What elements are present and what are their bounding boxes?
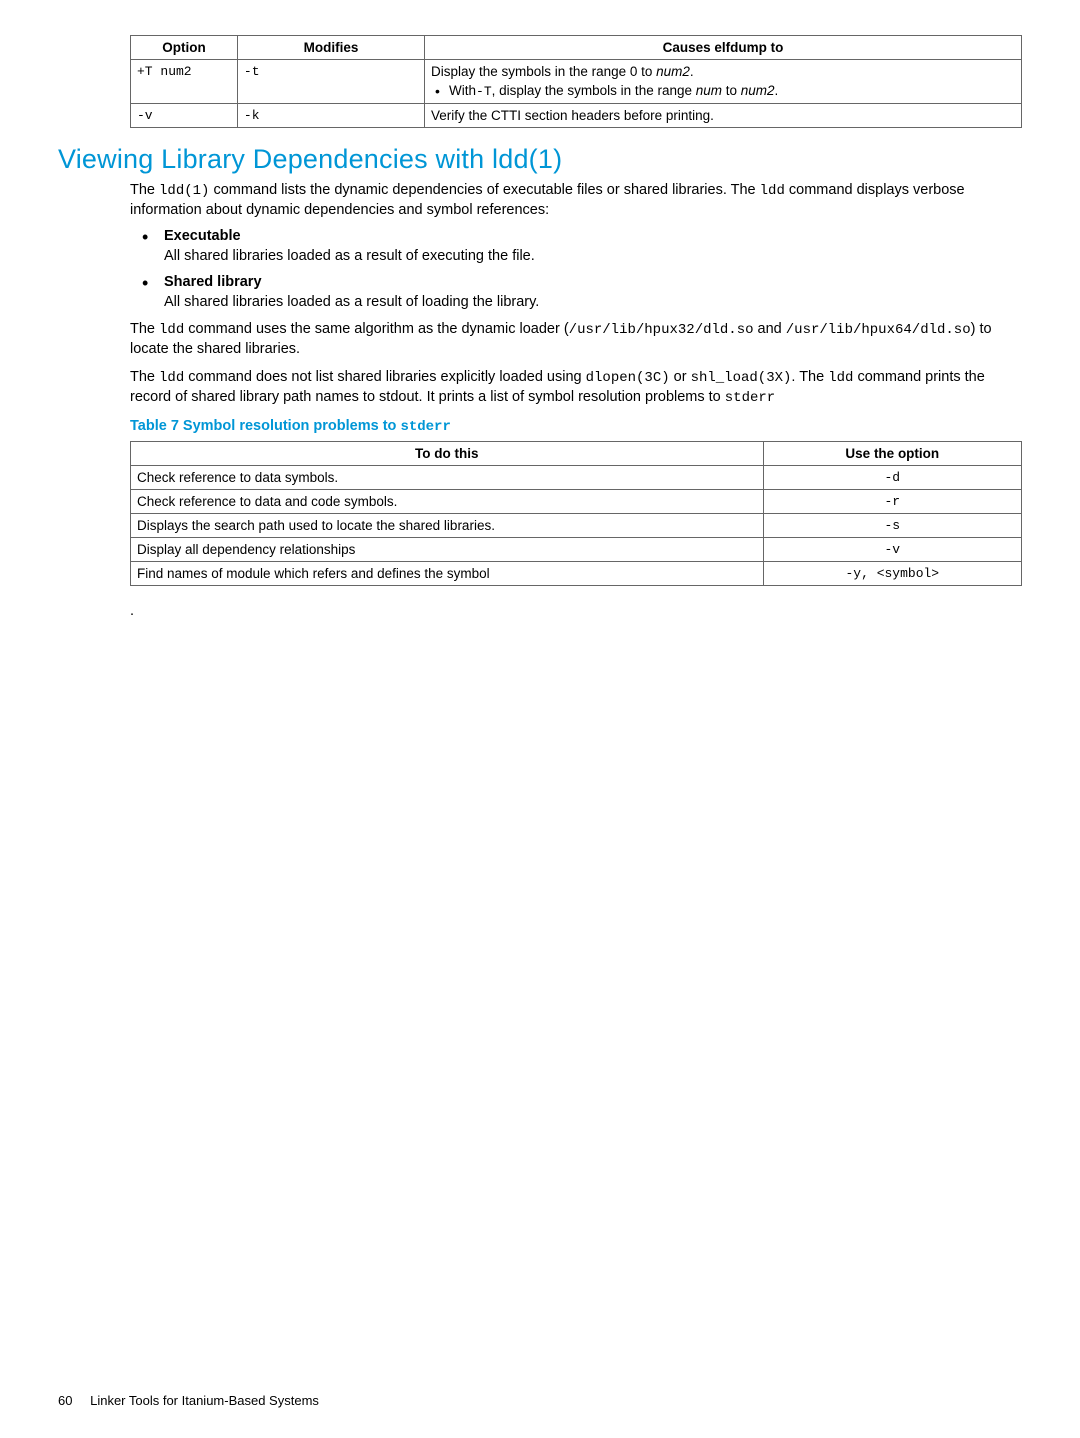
cell-desc: Check reference to data and code symbols… <box>131 489 764 513</box>
cell-desc: Display the symbols in the range 0 to nu… <box>425 60 1022 104</box>
caption-code: stderr <box>400 419 450 435</box>
footer-title: Linker Tools for Itanium-Based Systems <box>90 1393 319 1408</box>
item-title: Shared library <box>164 274 1022 290</box>
text: to <box>722 83 741 98</box>
text: The <box>130 182 159 198</box>
cell-desc: Displays the search path used to locate … <box>131 513 764 537</box>
definition-list: Executable All shared libraries loaded a… <box>130 228 1022 310</box>
table-row: Display all dependency relationships -v <box>131 537 1022 561</box>
cell-opt: -s <box>763 513 1021 537</box>
paragraph: The ldd command does not list shared lib… <box>130 368 1022 408</box>
text: command uses the same algorithm as the d… <box>184 321 568 337</box>
col-option: Use the option <box>763 441 1021 465</box>
page-content: Option Modifies Causes elfdump to +T num… <box>130 35 1022 128</box>
item-title: Executable <box>164 228 1022 244</box>
table-row: Displays the search path used to locate … <box>131 513 1022 537</box>
em-text: num2 <box>656 64 690 79</box>
code-text: stderr <box>725 390 775 406</box>
text: and <box>754 321 786 337</box>
col-modifies: Modifies <box>237 36 424 60</box>
text: The <box>130 321 159 337</box>
em-text: num <box>696 83 722 98</box>
caption-text: Table 7 Symbol resolution problems to <box>130 418 400 434</box>
cell-desc: Check reference to data symbols. <box>131 465 764 489</box>
code-text: -T <box>476 84 492 99</box>
text: . The <box>791 369 828 385</box>
text: The <box>130 369 159 385</box>
cell-desc: Verify the CTTI section headers before p… <box>425 104 1022 128</box>
section-body: The ldd(1) command lists the dynamic dep… <box>130 181 1022 621</box>
text: With <box>449 83 476 98</box>
stderr-options-table: To do this Use the option Check referenc… <box>130 441 1022 586</box>
cell-option: +T num2 <box>131 60 238 104</box>
cell-opt: -v <box>763 537 1021 561</box>
table-row: Check reference to data and code symbols… <box>131 489 1022 513</box>
item-body: All shared libraries loaded as a result … <box>164 248 535 264</box>
cell-desc: Display all dependency relationships <box>131 537 764 561</box>
table-row: Find names of module which refers and de… <box>131 561 1022 585</box>
code-text: dlopen(3C) <box>586 370 670 386</box>
table-caption: Table 7 Symbol resolution problems to st… <box>130 418 1022 435</box>
page-number: 60 <box>58 1393 72 1408</box>
table-header-row: Option Modifies Causes elfdump to <box>131 36 1022 60</box>
code-text: /usr/lib/hpux32/dld.so <box>569 322 754 338</box>
paragraph: The ldd command uses the same algorithm … <box>130 320 1022 359</box>
section-heading: Viewing Library Dependencies with ldd(1) <box>58 144 1022 175</box>
cell-option: -v <box>131 104 238 128</box>
table-row: -v -k Verify the CTTI section headers be… <box>131 104 1022 128</box>
cell-opt: -y, <symbol> <box>763 561 1021 585</box>
cell-opt: -d <box>763 465 1021 489</box>
text: . <box>690 64 694 79</box>
sub-bullet-item: With-T, display the symbols in the range… <box>431 83 1015 99</box>
code-text: ldd <box>159 370 184 386</box>
intro-paragraph: The ldd(1) command lists the dynamic dep… <box>130 181 1022 220</box>
code-text: ldd <box>828 370 853 386</box>
list-item: Shared library All shared libraries load… <box>130 274 1022 310</box>
code-text: ldd <box>159 322 184 338</box>
cell-opt: -r <box>763 489 1021 513</box>
table-row: Check reference to data symbols. -d <box>131 465 1022 489</box>
text: command does not list shared libraries e… <box>184 369 585 385</box>
cell-modifies: -k <box>237 104 424 128</box>
code-text: /usr/lib/hpux64/dld.so <box>786 322 971 338</box>
page-footer: 60 Linker Tools for Itanium-Based System… <box>58 1393 319 1408</box>
code-text: ldd <box>760 183 785 199</box>
text: command lists the dynamic dependencies o… <box>209 182 759 198</box>
cell-desc: Find names of module which refers and de… <box>131 561 764 585</box>
code-text: shl_load(3X) <box>691 370 792 386</box>
text: or <box>670 369 691 385</box>
code-text: ldd(1) <box>159 183 209 199</box>
table-row: +T num2 -t Display the symbols in the ra… <box>131 60 1022 104</box>
item-body: All shared libraries loaded as a result … <box>164 294 539 310</box>
col-causes: Causes elfdump to <box>425 36 1022 60</box>
text: . <box>775 83 779 98</box>
text: , display the symbols in the range <box>492 83 696 98</box>
trailing-dot: . <box>130 602 1022 622</box>
elfdump-options-table: Option Modifies Causes elfdump to +T num… <box>130 35 1022 128</box>
text: Display the symbols in the range 0 to <box>431 64 656 79</box>
list-item: Executable All shared libraries loaded a… <box>130 228 1022 264</box>
em-text: num2 <box>741 83 775 98</box>
table-header-row: To do this Use the option <box>131 441 1022 465</box>
col-todo: To do this <box>131 441 764 465</box>
cell-modifies: -t <box>237 60 424 104</box>
col-option: Option <box>131 36 238 60</box>
